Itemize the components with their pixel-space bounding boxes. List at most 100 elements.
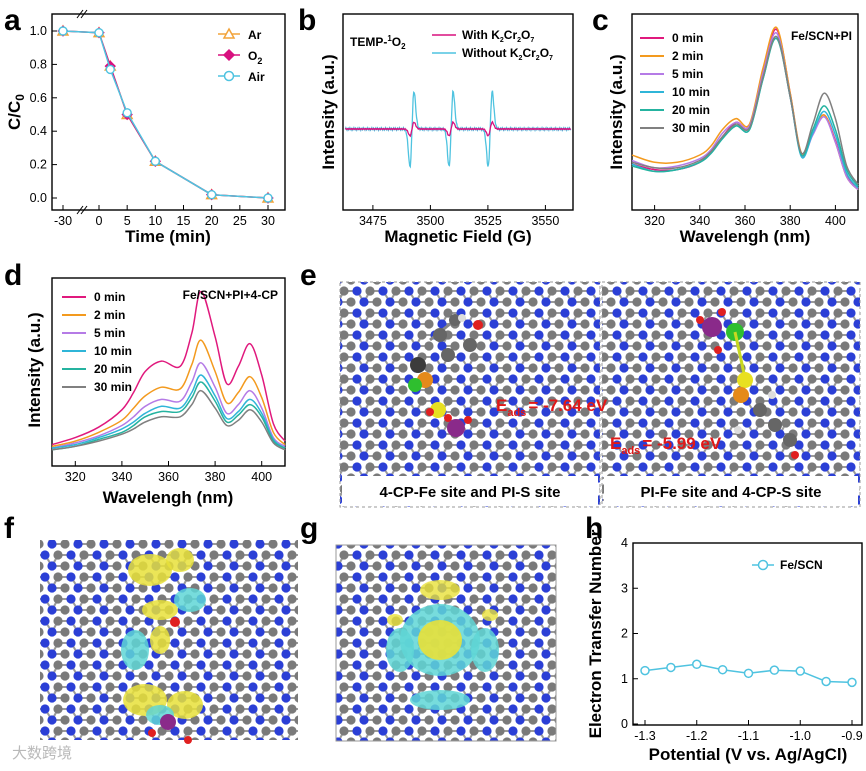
h-ytick-label: 1 [621,672,628,686]
d-legend-label: 20 min [94,362,132,376]
h-ytick-label: 3 [621,581,628,595]
left-caption: 4-CP-Fe site and PI-S site [380,484,561,501]
watermark: 大数跨境 [12,744,73,762]
h-ytick-label: 0 [621,717,628,731]
h-point [743,668,754,679]
panel-d-series [51,290,286,451]
panel-c: c 320 340 360 380 400 Fe/SCN+PI 0 min 2 min 5 … [592,4,859,246]
panel-b-ticks: 3475 3500 3525 3550 [359,205,559,228]
panel-h-legend: Fe/SCN [752,558,823,572]
a-xtick-label: -30 [54,214,72,228]
a-xtick-label: 0 [96,214,103,228]
fe-scn-marker-icon [757,559,769,571]
panel-c-xlabel: Wavelengh (nm) [680,227,811,246]
a-xtick-label: 10 [148,214,162,228]
b-xtick-label: 3475 [359,214,387,228]
panel-c-series [631,26,859,191]
h-point [847,677,857,688]
panel-d-title: Fe/SCN+PI+4-CP [183,288,278,302]
a-point-air [58,26,68,36]
b-xtick-label: 3500 [416,214,444,228]
d-line-2-min [51,339,286,448]
panel-b-annotation: TEMP-1O2 [350,34,406,51]
a-xtick-label: 5 [124,214,131,228]
a-point-air [94,27,104,38]
a-xtick-label: 20 [205,214,219,228]
a-point-air [122,108,132,118]
panel-a-frame [51,13,286,211]
panel-a: a -30 0 5 10 15 20 25 30 0.0 0.2 0.4 0.6 0.8 1.0 Time… [4,4,286,246]
panel-d-ylabel: Intensity (a.u.) [25,312,44,427]
molecule-right [696,308,799,459]
panel-b-series [344,89,572,169]
d-line-30-min [51,389,286,451]
panel-a-legend: Ar O2 Air [218,27,265,84]
b-line-with [344,120,572,138]
h-xtick-label: -0.9 [841,729,863,743]
panel-b-ylabel: Intensity (a.u.) [319,54,338,169]
a-point-air [263,193,273,203]
panel-c-ylabel: Intensity (a.u.) [607,54,626,169]
a-break [76,9,84,19]
panel-d-label: d [4,259,22,292]
panel-g: g [300,512,557,742]
legend-air: Air [248,70,265,84]
panel-d-ticks: 320 340 360 380 400 [65,461,272,484]
a-xtick-label: 25 [233,214,247,228]
panel-f: f [4,512,298,744]
a-xtick-label: 15 [177,214,191,228]
c-xtick-label: 380 [780,214,801,228]
panel-a-ticks: -30 0 5 10 15 20 25 30 0.0 0.2 0.4 0.6 0.8 1.0 [30,9,275,228]
a-ytick-label: 0.0 [30,191,47,205]
c-legend-label: 5 min [672,67,703,81]
panel-h-xlabel: Potential (V vs. Ag/AgCl) [649,745,848,764]
legend-without: Without K2Cr2O7 [462,46,553,62]
right-energy: Eads = -5.99 eV [610,434,722,457]
a-point-air [150,156,161,166]
panel-a-series [56,24,275,204]
panel-b-label: b [298,4,316,37]
d-line-20-min [51,381,286,451]
a-break [80,9,88,19]
a-break [76,205,84,215]
c-legend-label: 30 min [672,121,710,135]
panel-a-ylabel: C/C0 [5,94,27,130]
panel-c-legend: 0 min 2 min 5 min 10 min 20 min 30 min [640,31,710,135]
d-xtick-label: 380 [205,470,226,484]
panel-h-ticks: -1.3 -1.2 -1.1 -1.0 -0.9 0 1 2 3 4 [621,536,863,743]
panel-h-ylabel: Electron Transfer Number [586,529,605,738]
c-xtick-label: 400 [825,214,846,228]
panel-c-ticks: 320 340 360 380 400 [644,205,846,228]
right-caption-bg [604,476,858,506]
structure-left [339,281,601,508]
c-legend-label: 0 min [672,31,703,45]
h-ytick-label: 2 [621,627,628,641]
d-line-5-min [51,362,286,449]
d-legend-label: 30 min [94,380,132,394]
d-line-10-min [51,374,286,449]
c-legend-label: 2 min [672,49,703,63]
panel-d: d 320 340 360 380 400 Fe/SCN+PI+4-CP 0 min 2 … [4,259,286,507]
a-point-air [206,189,217,200]
legend-fe-scn: Fe/SCN [780,558,823,572]
air-marker-icon [223,70,235,82]
panel-d-legend: 0 min 2 min 5 min 10 min 20 min 30 min [62,290,132,394]
c-line-5-min [631,32,859,191]
c-xtick-label: 360 [735,214,756,228]
h-xtick-label: -1.1 [738,729,760,743]
b-xtick-label: 3550 [531,214,559,228]
d-legend-label: 2 min [94,308,125,322]
h-point [717,664,728,675]
a-xtick-label: 30 [261,214,275,228]
panel-c-title: Fe/SCN+PI [791,29,852,43]
a-ytick-label: 0.6 [30,91,47,105]
h-point [666,662,676,673]
d-xtick-label: 360 [158,470,179,484]
c-line-2-min [631,26,859,191]
o2-marker-icon [222,48,236,62]
a-break [80,205,88,215]
a-line-Ar [62,30,269,199]
ar-marker-icon [222,27,236,39]
